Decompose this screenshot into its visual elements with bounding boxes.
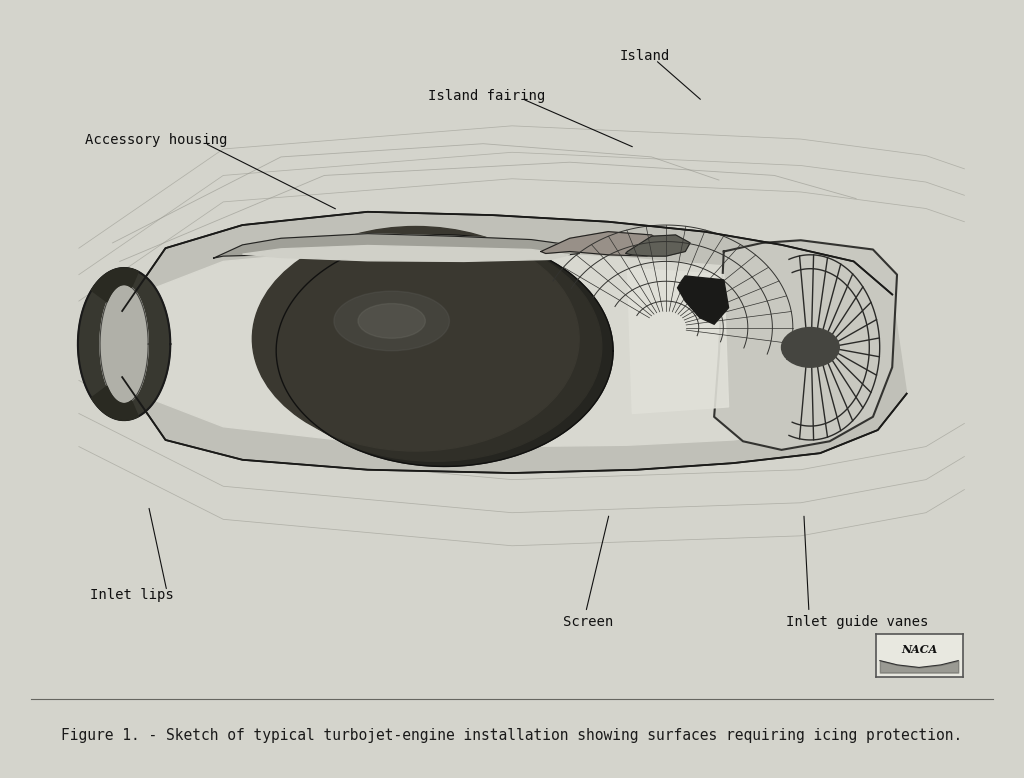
Polygon shape [91, 386, 138, 420]
Polygon shape [91, 268, 138, 302]
Text: NACA: NACA [901, 643, 937, 654]
Text: Inlet lips: Inlet lips [90, 588, 174, 602]
Text: Figure 1. - Sketch of typical turbojet-engine installation showing surfaces requ: Figure 1. - Sketch of typical turbojet-e… [61, 727, 963, 743]
Ellipse shape [276, 235, 613, 466]
Text: Screen: Screen [563, 615, 613, 629]
Ellipse shape [334, 291, 450, 351]
Polygon shape [78, 268, 170, 420]
Polygon shape [628, 268, 729, 414]
Polygon shape [122, 212, 906, 473]
Polygon shape [626, 235, 690, 256]
Polygon shape [214, 233, 580, 259]
Text: Accessory housing: Accessory housing [85, 133, 227, 147]
Polygon shape [541, 232, 666, 256]
Polygon shape [678, 276, 729, 324]
Polygon shape [100, 285, 148, 404]
Text: Island fairing: Island fairing [428, 89, 546, 103]
Ellipse shape [268, 232, 602, 461]
Text: Inlet guide vanes: Inlet guide vanes [786, 615, 929, 629]
Polygon shape [100, 285, 148, 404]
Text: Island: Island [620, 49, 670, 63]
Polygon shape [243, 246, 569, 261]
Ellipse shape [358, 303, 425, 338]
Polygon shape [714, 240, 897, 450]
Ellipse shape [252, 226, 580, 451]
Ellipse shape [781, 328, 840, 367]
Polygon shape [146, 248, 872, 447]
